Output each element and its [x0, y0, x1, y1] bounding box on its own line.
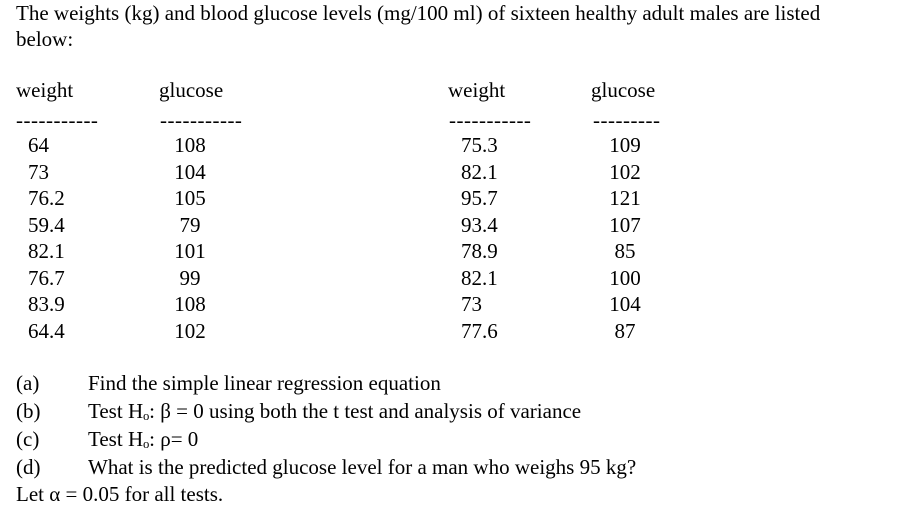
cell-weight-right: 82.1 — [461, 159, 498, 184]
cell-weight-left: 64 — [28, 133, 49, 157]
cell-glucose-right: 85 — [614, 239, 636, 263]
cell-weight-right: 82.1 — [461, 265, 498, 290]
cell-glucose-left: 104 — [174, 159, 206, 184]
cell-glucose-right: 104 — [609, 292, 641, 316]
cell-glucose-left: 101 — [174, 239, 206, 263]
divider-weight-right: ----------- — [449, 108, 532, 132]
cell-glucose-left: 102 — [174, 318, 206, 343]
question-label: (c) — [16, 427, 40, 451]
question-text: Find the simple linear regression equati… — [88, 371, 441, 395]
cell-weight-right: 75.3 — [461, 133, 498, 157]
cell-weight-left: 76.2 — [28, 186, 65, 210]
question-label: (a) — [16, 371, 40, 395]
cell-glucose-right: 109 — [609, 133, 641, 157]
divider-glucose-left: ----------- — [160, 108, 243, 132]
alpha-note: Let α = 0.05 for all tests. — [16, 482, 224, 506]
cell-glucose-left: 108 — [174, 133, 206, 157]
cell-weight-right: 78.9 — [461, 239, 498, 263]
question-label: (d) — [16, 455, 41, 479]
cell-weight-right: 77.6 — [461, 318, 498, 343]
header-weight-left: weight — [16, 78, 74, 102]
cell-glucose-right: 107 — [609, 212, 641, 237]
cell-glucose-right: 102 — [609, 159, 641, 184]
question-text: Test Hₒ: ρ= 0 — [88, 427, 199, 451]
question-text: What is the predicted glucose level for … — [88, 455, 637, 479]
cell-weight-left: 82.1 — [28, 239, 65, 263]
cell-weight-left: 59.4 — [28, 212, 65, 237]
divider-glucose-right: --------- — [593, 108, 661, 132]
question-text: Test Hₒ: β = 0 using both the t test and… — [88, 399, 582, 423]
header-glucose-left: glucose — [159, 78, 224, 102]
divider-weight-left: ----------- — [16, 108, 99, 132]
cell-weight-right: 95.7 — [461, 186, 498, 210]
cell-weight-right: 93.4 — [461, 212, 498, 237]
cell-glucose-left: 79 — [179, 212, 201, 237]
intro-line-2: below: — [16, 27, 74, 51]
cell-weight-right: 73 — [461, 292, 482, 316]
cell-weight-left: 76.7 — [28, 265, 65, 290]
question-label: (b) — [16, 399, 41, 423]
cell-glucose-right: 100 — [609, 265, 641, 290]
cell-glucose-right: 87 — [614, 318, 636, 343]
intro-line-1: The weights (kg) and blood glucose level… — [16, 1, 821, 25]
cell-weight-left: 64.4 — [28, 318, 65, 343]
cell-glucose-left: 108 — [174, 292, 206, 316]
cell-glucose-left: 99 — [179, 265, 201, 290]
cell-glucose-left: 105 — [174, 186, 206, 210]
cell-weight-left: 83.9 — [28, 292, 65, 316]
header-weight-right: weight — [448, 78, 506, 102]
header-glucose-right: glucose — [591, 78, 656, 102]
cell-glucose-right: 121 — [609, 186, 641, 210]
cell-weight-left: 73 — [28, 159, 49, 184]
